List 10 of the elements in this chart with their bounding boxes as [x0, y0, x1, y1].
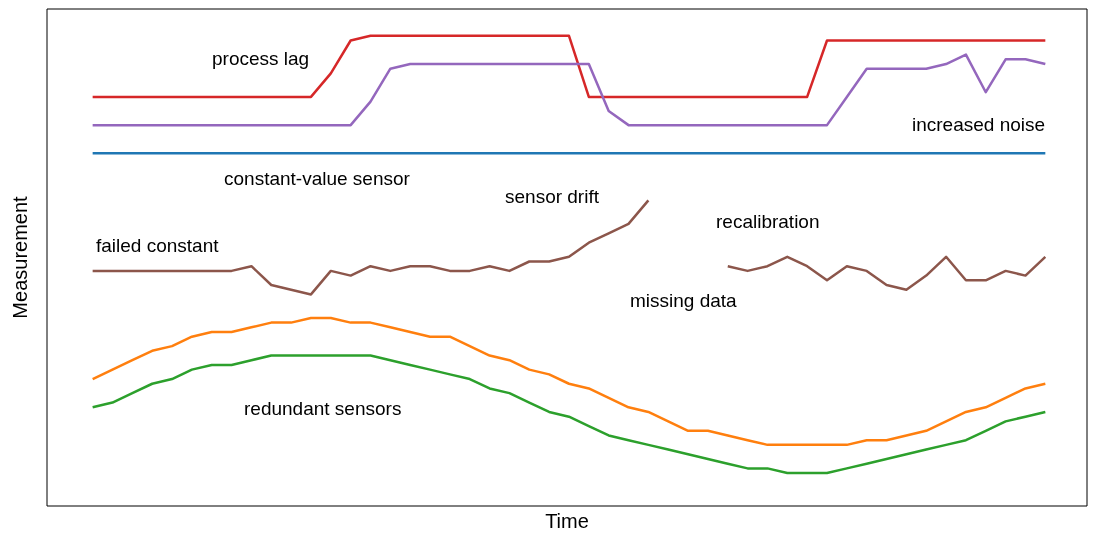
annotation: redundant sensors: [244, 398, 402, 420]
annotation: constant-value sensor: [224, 168, 410, 190]
annotation: increased noise: [912, 114, 1046, 136]
annotation: failed constant: [96, 235, 219, 257]
annotation: process lag: [212, 48, 310, 70]
annotation: missing data: [630, 290, 737, 312]
annotation: sensor drift: [505, 186, 599, 208]
annotation: recalibration: [716, 211, 820, 233]
y-axis-title: Measurement: [9, 195, 32, 319]
x-axis-title: Time: [545, 510, 589, 532]
